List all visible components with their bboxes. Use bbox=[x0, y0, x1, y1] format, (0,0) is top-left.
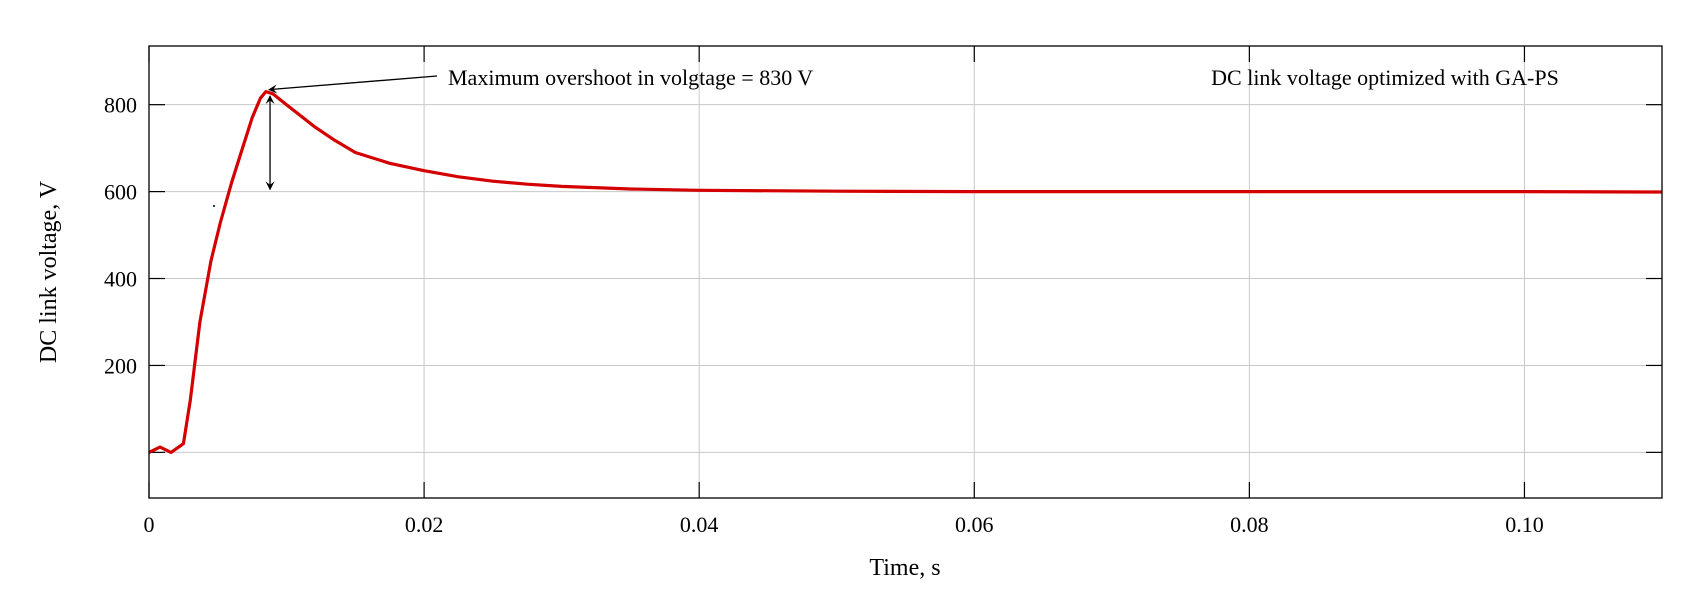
x-tick-label: 0.10 bbox=[1505, 512, 1544, 537]
x-tick-label: 0.02 bbox=[405, 512, 444, 537]
stray-dot bbox=[213, 205, 215, 207]
y-tick-label: 200 bbox=[104, 353, 137, 378]
x-tick-label: 0.06 bbox=[955, 512, 994, 537]
y-tick-label: 600 bbox=[104, 180, 137, 205]
series-layer bbox=[148, 89, 1663, 454]
y-tick-label: 800 bbox=[104, 93, 137, 118]
plot-frame bbox=[148, 45, 1663, 499]
x-tick-label: 0 bbox=[144, 512, 155, 537]
x-tick-label: 0.04 bbox=[680, 512, 719, 537]
voltage-series-line bbox=[148, 89, 1663, 454]
y-tick-label: 400 bbox=[104, 267, 137, 292]
axis-ticks: 0 0.02 0.04 0.06 0.08 0.10 200 400 600 800 bbox=[104, 46, 1662, 537]
x-axis-label: Time, s bbox=[869, 555, 940, 581]
annotations: Maximum overshoot in volgtage = 830 V bbox=[265, 65, 813, 191]
overshoot-pointer-arrow bbox=[268, 75, 438, 94]
overshoot-annotation: Maximum overshoot in volgtage = 830 V bbox=[448, 65, 813, 90]
chart-title: DC link voltage optimized with GA-PS bbox=[1211, 65, 1559, 90]
grid-lines bbox=[149, 46, 1662, 498]
x-tick-label: 0.08 bbox=[1230, 512, 1269, 537]
y-axis-label: DC link voltage, V bbox=[36, 180, 62, 363]
